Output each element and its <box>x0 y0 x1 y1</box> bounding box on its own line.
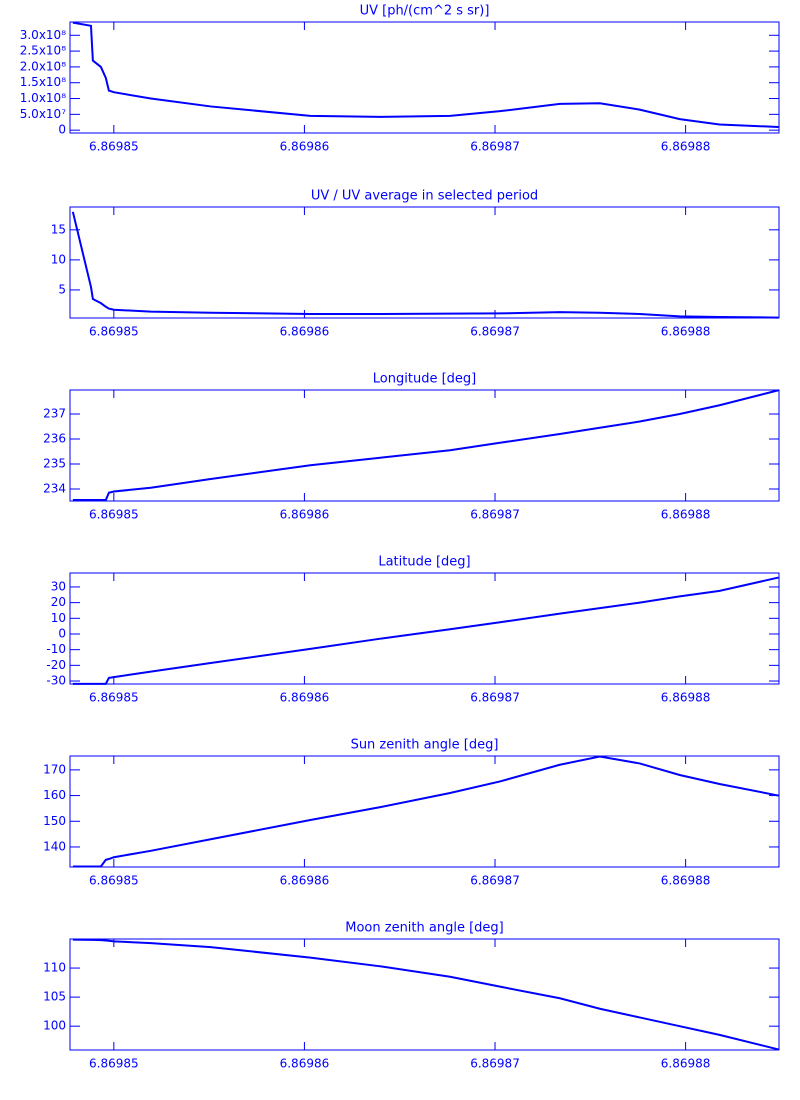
y-tick-label: 140 <box>43 839 66 853</box>
x-tick-label: 6.86986 <box>280 691 330 705</box>
y-tick-label: -20 <box>46 658 66 672</box>
y-tick-label: 150 <box>43 814 66 828</box>
y-tick-label: 0 <box>58 626 66 640</box>
x-tick-label: 6.86985 <box>89 691 139 705</box>
y-tick-label: 170 <box>43 762 66 776</box>
x-tick-label: 6.86987 <box>470 325 520 339</box>
x-tick-label: 6.86988 <box>661 691 711 705</box>
x-tick-label: 6.86987 <box>470 874 520 888</box>
x-tick-label: 6.86985 <box>89 140 139 154</box>
y-tick-label: 3.0x10⁸ <box>20 28 66 42</box>
y-tick-label: 20 <box>51 595 66 609</box>
y-tick-label: 10 <box>51 611 66 625</box>
x-tick-label: 6.86986 <box>280 508 330 522</box>
y-tick-label: 2.5x10⁸ <box>20 44 66 58</box>
x-tick-label: 6.86986 <box>280 874 330 888</box>
x-tick-label: 6.86985 <box>89 874 139 888</box>
x-tick-label: 6.86986 <box>280 325 330 339</box>
x-tick-label: 6.86987 <box>470 1057 520 1071</box>
y-tick-label: 2.0x10⁸ <box>20 59 66 73</box>
x-tick-label: 6.86987 <box>470 691 520 705</box>
data-line <box>71 211 779 319</box>
x-tick-label: 6.86987 <box>470 508 520 522</box>
y-tick-label: 235 <box>43 457 66 471</box>
chart-title: Sun zenith angle [deg] <box>351 738 499 753</box>
y-tick-label: 5 <box>58 282 66 296</box>
chart-title: Longitude [deg] <box>373 372 476 387</box>
chart-title: UV [ph/(cm^2 s sr)] <box>360 4 490 19</box>
y-tick-label: 5.0x10⁷ <box>20 107 66 121</box>
chart-title: Latitude [deg] <box>378 555 470 570</box>
y-tick-label: 236 <box>43 432 66 446</box>
y-tick-label: 10 <box>51 252 66 266</box>
x-tick-label: 6.86987 <box>470 140 520 154</box>
y-tick-label: 110 <box>43 961 66 975</box>
y-tick-label: 30 <box>51 579 66 593</box>
chart-title: Moon zenith angle [deg] <box>345 921 503 936</box>
y-tick-label: 100 <box>43 1019 66 1033</box>
plot-frame <box>69 21 780 134</box>
y-tick-label: 0 <box>58 123 66 137</box>
y-tick-label: 237 <box>43 407 66 421</box>
data-line <box>72 21 779 128</box>
x-tick-label: 6.86988 <box>661 325 711 339</box>
x-tick-label: 6.86985 <box>89 1057 139 1071</box>
y-tick-label: 105 <box>43 990 66 1004</box>
x-tick-label: 6.86986 <box>280 140 330 154</box>
plot-frame <box>69 755 780 868</box>
data-line <box>72 938 779 1051</box>
plot-frame <box>69 206 780 319</box>
x-tick-label: 6.86985 <box>89 325 139 339</box>
x-tick-label: 6.86986 <box>280 1057 330 1071</box>
data-line <box>72 576 779 685</box>
x-tick-label: 6.86988 <box>661 140 711 154</box>
y-tick-label: 1.5x10⁸ <box>20 75 66 89</box>
data-line <box>72 389 779 501</box>
x-tick-label: 6.86988 <box>661 508 711 522</box>
y-tick-label: -10 <box>46 642 66 656</box>
plot-frame <box>69 572 780 685</box>
plot-frame <box>69 389 780 502</box>
y-tick-label: -30 <box>46 674 66 688</box>
x-tick-label: 6.86988 <box>661 874 711 888</box>
x-tick-label: 6.86988 <box>661 1057 711 1071</box>
data-line <box>72 755 779 868</box>
plot-frame <box>69 938 780 1051</box>
x-tick-label: 6.86985 <box>89 508 139 522</box>
chart-title: UV / UV average in selected period <box>311 189 538 204</box>
y-tick-label: 160 <box>43 788 66 802</box>
y-tick-label: 1.0x10⁸ <box>20 91 66 105</box>
y-tick-label: 15 <box>51 222 66 236</box>
y-tick-label: 234 <box>43 482 66 496</box>
